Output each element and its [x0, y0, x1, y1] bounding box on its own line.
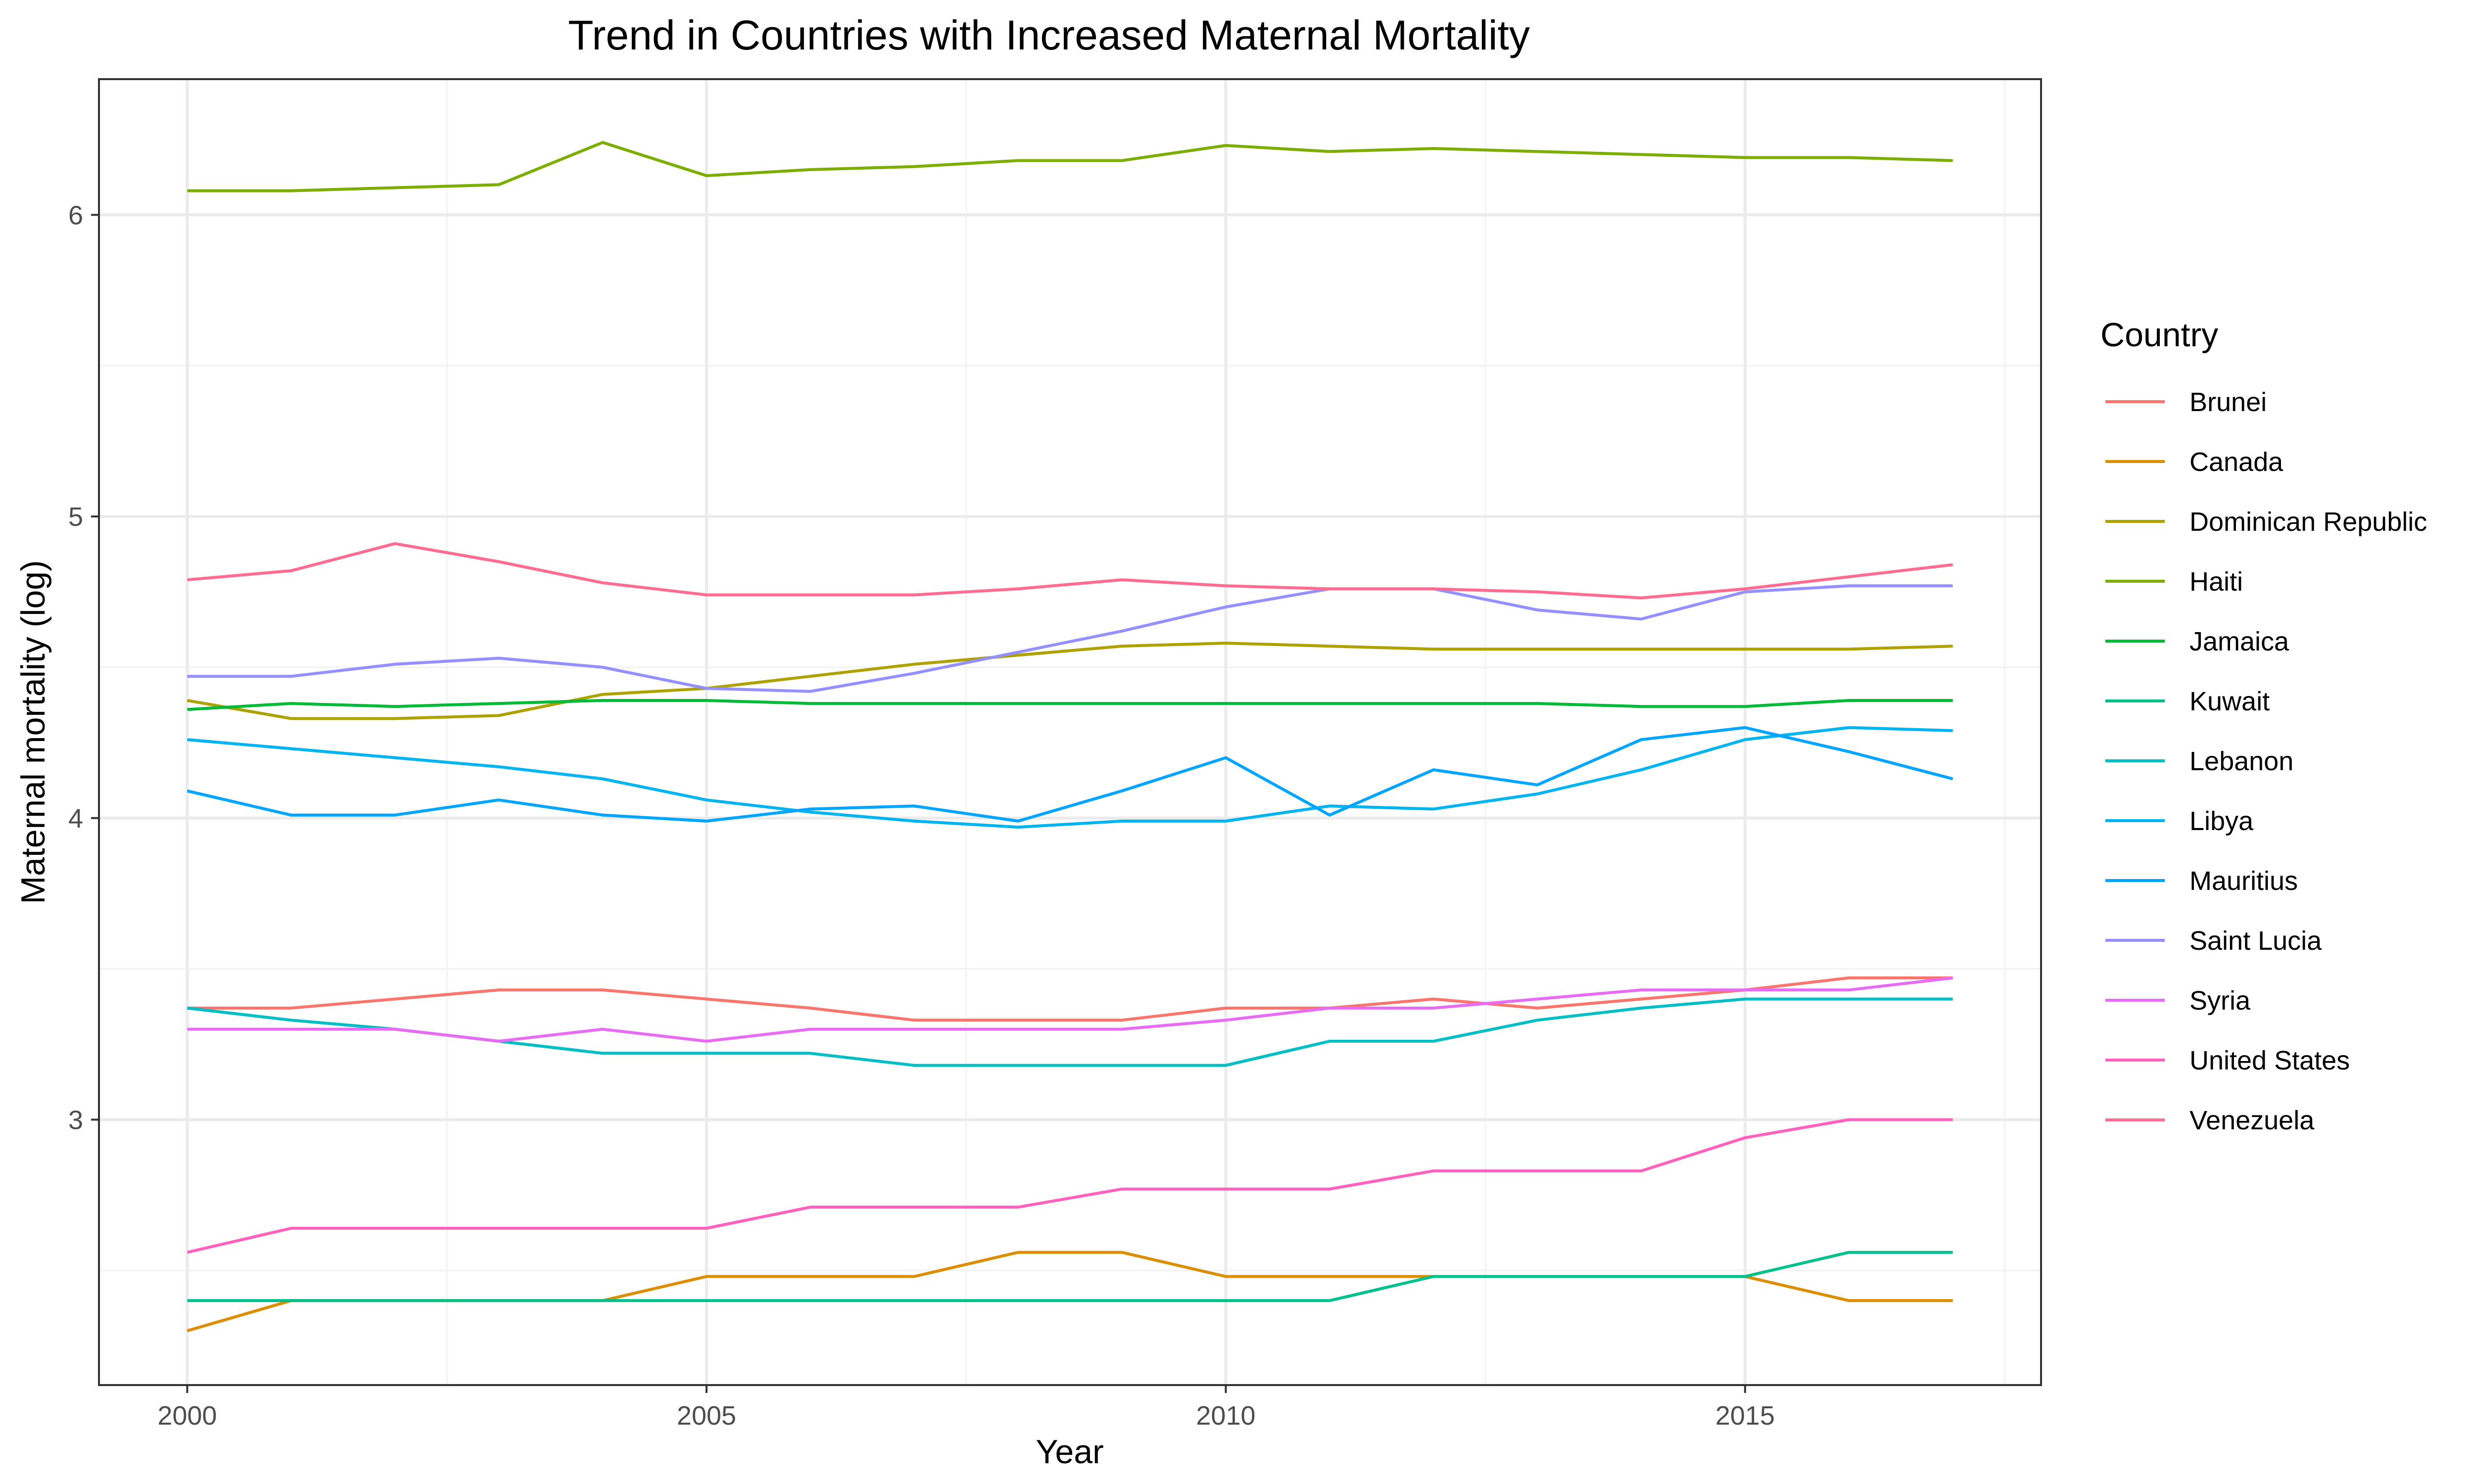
series-line-mauritius	[187, 726, 1953, 823]
major-gridlines	[99, 79, 2041, 1385]
y-tick-label: 3	[68, 1105, 83, 1135]
plot-border	[98, 78, 2042, 1386]
legend-label: Libya	[2189, 806, 2254, 836]
legend: Country Brunei Canada Dominican Republic Ha…	[2100, 316, 2427, 1135]
legend-title: Country	[2100, 316, 2218, 354]
x-tick-label: 2000	[157, 1401, 217, 1431]
legend-label: Canada	[2189, 447, 2284, 477]
legend-label: Kuwait	[2189, 687, 2270, 716]
legend-label: Venezuela	[2189, 1106, 2315, 1135]
x-tick-label: 2005	[677, 1401, 736, 1431]
x-axis-title: Year	[1036, 1433, 1103, 1471]
plot-background	[99, 79, 2041, 1385]
series-line-venezuela	[187, 542, 1953, 600]
series-lines	[187, 141, 1953, 1333]
y-tick-label: 6	[68, 200, 83, 230]
legend-label: Mauritius	[2189, 866, 2298, 896]
chart-title: Trend in Countries with Increased Matern…	[568, 12, 1530, 58]
legend-label: Syria	[2189, 986, 2251, 1016]
legend-label: Lebanon	[2189, 746, 2293, 776]
y-axis-title: Maternal mortality (log)	[14, 560, 52, 904]
legend-label: United States	[2189, 1046, 2350, 1075]
series-line-saint-lucia	[187, 584, 1953, 693]
y-axis: 3 4 5 6	[68, 200, 99, 1135]
series-line-dominican-republic	[187, 642, 1953, 720]
series-line-kuwait	[187, 1251, 1953, 1302]
x-tick-label: 2015	[1715, 1401, 1775, 1431]
x-tick-label: 2010	[1196, 1401, 1255, 1431]
legend-label: Haiti	[2189, 567, 2243, 597]
x-axis: 2000 2005 2010 2015	[157, 1385, 1775, 1431]
series-line-jamaica	[187, 699, 1953, 711]
series-line-syria	[187, 976, 1953, 1043]
y-tick-label: 4	[68, 804, 83, 834]
legend-label: Brunei	[2189, 387, 2267, 417]
legend-label: Jamaica	[2189, 627, 2289, 656]
legend-label: Dominican Republic	[2189, 507, 2427, 537]
series-line-brunei	[187, 976, 1953, 1022]
series-line-haiti	[187, 141, 1953, 192]
series-line-libya	[187, 726, 1953, 829]
legend-label: Saint Lucia	[2189, 926, 2322, 956]
y-tick-label: 5	[68, 502, 83, 532]
minor-gridlines	[99, 79, 2041, 1385]
legend-items: Brunei Canada Dominican Republic Haiti Jamai…	[2105, 387, 2427, 1135]
series-line-united-states	[187, 1118, 1953, 1254]
